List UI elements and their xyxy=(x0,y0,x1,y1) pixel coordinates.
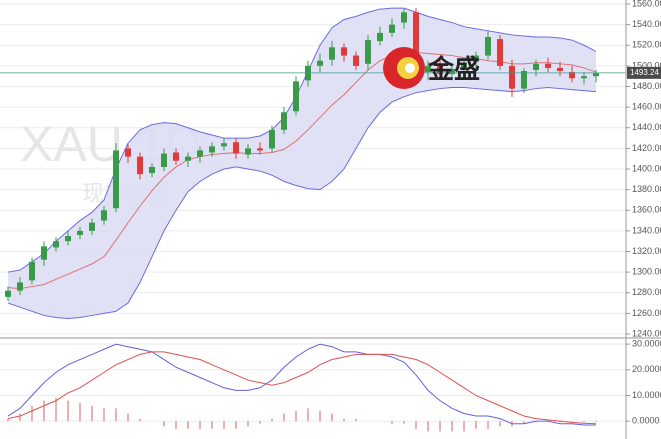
candle-body xyxy=(317,60,323,66)
y-tick-label: 1300.00 xyxy=(632,267,661,277)
y-tick-label: 1260.00 xyxy=(632,308,661,318)
logo-core xyxy=(405,63,415,73)
macd-line xyxy=(7,351,597,425)
candle-body xyxy=(437,65,443,75)
candle-body xyxy=(65,236,71,242)
candle-body xyxy=(425,65,431,73)
candle-body xyxy=(29,261,35,281)
candle-body xyxy=(569,72,575,79)
candle-body xyxy=(233,142,239,154)
y-tick-label: 1420.00 xyxy=(632,143,661,153)
candle-body xyxy=(461,62,467,70)
logo-text: 金盛 xyxy=(427,54,480,84)
candle-body xyxy=(77,230,83,235)
candle-body xyxy=(125,148,131,157)
candle-body xyxy=(341,47,347,56)
y-tick-label: 1500.00 xyxy=(632,60,661,70)
macd-line xyxy=(7,343,596,426)
candle-body xyxy=(329,47,335,60)
candle-body xyxy=(173,152,179,161)
candle-body xyxy=(401,12,407,23)
candle-body xyxy=(353,55,359,66)
candle-body xyxy=(593,73,599,77)
candle-body xyxy=(161,153,167,167)
plot xyxy=(0,7,626,432)
candle-body xyxy=(293,81,299,112)
band-upper xyxy=(7,7,597,273)
y-tick-label: 1400.00 xyxy=(632,163,661,173)
candle-body xyxy=(485,37,491,56)
candle-body xyxy=(377,32,383,42)
band-fill xyxy=(8,8,596,319)
candle-body xyxy=(281,112,287,130)
candle-body xyxy=(113,150,119,209)
candle-body xyxy=(581,76,587,79)
y-tick-label: 1380.00 xyxy=(632,184,661,194)
candle-body xyxy=(365,40,371,64)
candle-body xyxy=(413,12,419,72)
y-tick-label: 20.0000 xyxy=(632,364,661,374)
candle-body xyxy=(197,150,203,157)
last-price-label: 1493.24 xyxy=(630,68,659,77)
candle-body xyxy=(509,65,515,89)
y-tick-label: 1560.00 xyxy=(632,0,661,8)
candle-body xyxy=(209,146,215,153)
candle-body xyxy=(269,129,275,149)
y-tick-label: 1440.00 xyxy=(632,122,661,132)
y-tick-label: 0.0000 xyxy=(632,416,660,426)
candle-body xyxy=(185,156,191,161)
y-tick-label: 1480.00 xyxy=(632,81,661,91)
candle-body xyxy=(101,210,107,221)
candle-body xyxy=(521,71,527,89)
candle-body xyxy=(389,24,395,33)
logo: 金盛 xyxy=(383,47,480,89)
y-tick-label: 1360.00 xyxy=(632,205,661,215)
y-tick-label: 30.0000 xyxy=(632,339,661,349)
candle-body xyxy=(545,63,551,68)
candle-body xyxy=(557,67,563,72)
candle-body xyxy=(149,166,155,174)
y-tick-label: 1280.00 xyxy=(632,287,661,297)
candle-body xyxy=(17,282,23,291)
candle-body xyxy=(245,148,251,155)
y-tick-label: 1240.00 xyxy=(632,328,661,338)
y-tick-label: 1540.00 xyxy=(632,19,661,29)
candle-body xyxy=(53,241,59,248)
candle-body xyxy=(533,63,539,70)
candle-body xyxy=(89,222,95,231)
candle-body xyxy=(221,143,227,147)
y-tick-label: 10.0000 xyxy=(632,390,661,400)
candle-body xyxy=(449,68,455,75)
y-tick-label: 1520.00 xyxy=(632,40,661,50)
candle-body xyxy=(137,156,143,175)
candle-body xyxy=(257,148,263,151)
candle-body xyxy=(5,290,11,297)
y-tick-label: 1460.00 xyxy=(632,102,661,112)
y-tick-label: 1340.00 xyxy=(632,225,661,235)
candle-body xyxy=(41,246,47,260)
band-lower xyxy=(7,87,597,320)
candle-body xyxy=(497,39,503,66)
candle-body xyxy=(473,55,479,62)
last-price-box xyxy=(627,66,661,79)
y-tick-label: 1320.00 xyxy=(632,246,661,256)
